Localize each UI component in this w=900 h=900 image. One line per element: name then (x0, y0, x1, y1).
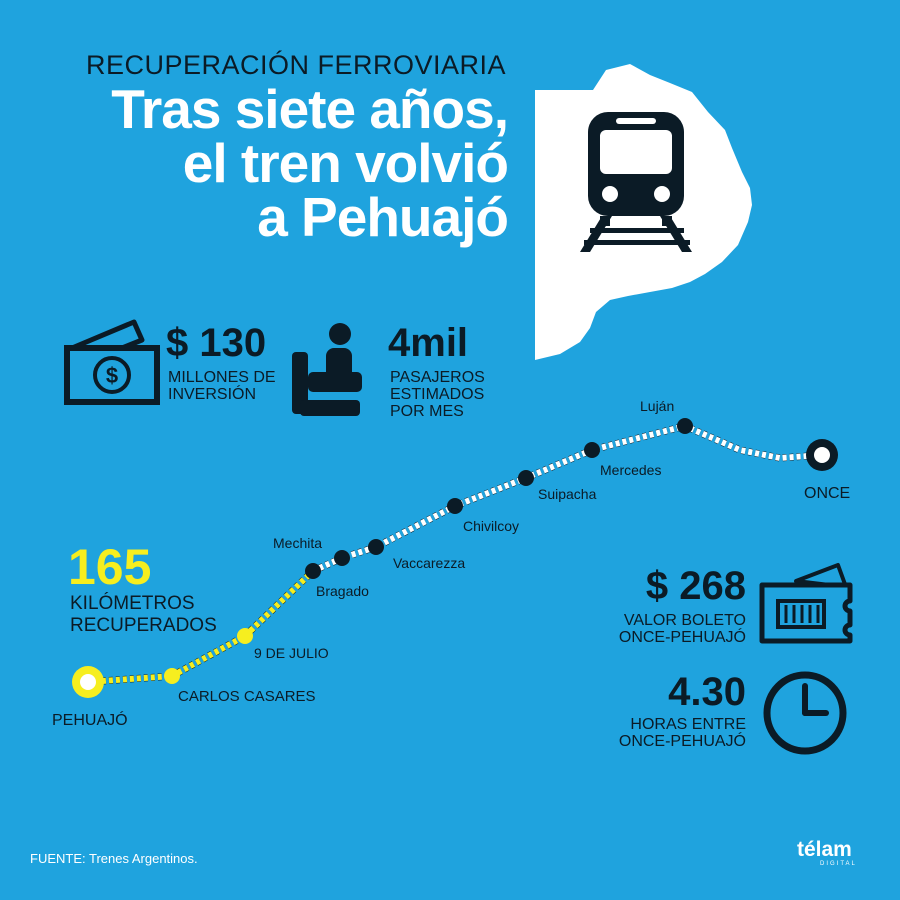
station-mechita (334, 550, 350, 566)
caption-line: POR MES (390, 403, 464, 420)
station-9-de-julio (237, 628, 253, 644)
investment-value: $ 130 (166, 321, 267, 365)
caption-line: PASAJEROS (390, 369, 485, 386)
ticket-icon (759, 563, 853, 644)
passengers-caption: PASAJEROS ESTIMADOS POR MES (390, 369, 485, 420)
headline-line: Tras siete años, (111, 78, 509, 140)
train-icon (580, 112, 692, 252)
label-lujan: Luján (640, 398, 675, 414)
ticket-caption: VALOR BOLETO ONCE-PEHUAJÓ (619, 612, 746, 646)
label-suipacha: Suipacha (538, 486, 597, 502)
seat-icon (292, 323, 362, 416)
caption-line: ONCE-PEHUAJÓ (618, 733, 746, 750)
station-vaccarezza (368, 539, 384, 555)
kicker: RECUPERACIÓN FERROVIARIA (86, 50, 507, 80)
label-pehuajo: PEHUAJÓ (52, 712, 128, 729)
caption-line: ONCE-PEHUAJÓ (618, 629, 746, 646)
telam-logo: télam (797, 838, 852, 861)
station-bragado (305, 563, 321, 579)
headline-line: el tren volvió (182, 132, 509, 194)
km-value: 165 (68, 539, 152, 595)
source-note: FUENTE: Trenes Argentinos. (30, 851, 198, 866)
label-mercedes: Mercedes (600, 462, 662, 478)
caption-line: VALOR BOLETO (623, 612, 746, 629)
caption-line: HORAS ENTRE (630, 716, 746, 733)
clock-icon (763, 671, 847, 755)
label-9-de-julio: 9 DE JULIO (254, 645, 329, 661)
caption-line: KILÓMETROS (70, 593, 195, 614)
station-suipacha (518, 470, 534, 486)
caption-line: ESTIMADOS (390, 386, 485, 403)
label-chivilcoy: Chivilcoy (463, 518, 520, 534)
label-bragado: Bragado (316, 583, 369, 599)
caption-line: MILLONES DE (168, 369, 276, 386)
investment-caption: MILLONES DE INVERSIÓN (168, 369, 276, 403)
caption-line: INVERSIÓN (168, 386, 257, 403)
label-carlos-casares: CARLOS CASARES (178, 688, 316, 705)
label-mechita: Mechita (273, 535, 323, 551)
station-mercedes (584, 442, 600, 458)
label-once: ONCE (804, 485, 851, 502)
headline-line: a Pehuajó (257, 186, 509, 248)
station-lujan (677, 418, 693, 434)
hours-value: 4.30 (668, 670, 746, 714)
station-carlos-casares (164, 668, 180, 684)
caption-line: RECUPERADOS (70, 615, 217, 636)
headline: Tras siete años, el tren volvió a Pehuaj… (111, 78, 509, 248)
svg-text:$: $ (106, 363, 118, 388)
label-vaccarezza: Vaccarezza (393, 555, 466, 571)
hours-caption: HORAS ENTRE ONCE-PEHUAJÓ (619, 716, 746, 750)
money-icon: $ (64, 319, 160, 405)
km-caption: KILÓMETROS RECUPERADOS (70, 593, 217, 637)
passengers-value: 4mil (388, 321, 469, 365)
telam-logo-sub: DIGITAL (820, 861, 857, 867)
ticket-value: $ 268 (645, 564, 746, 608)
station-chivilcoy (447, 498, 463, 514)
